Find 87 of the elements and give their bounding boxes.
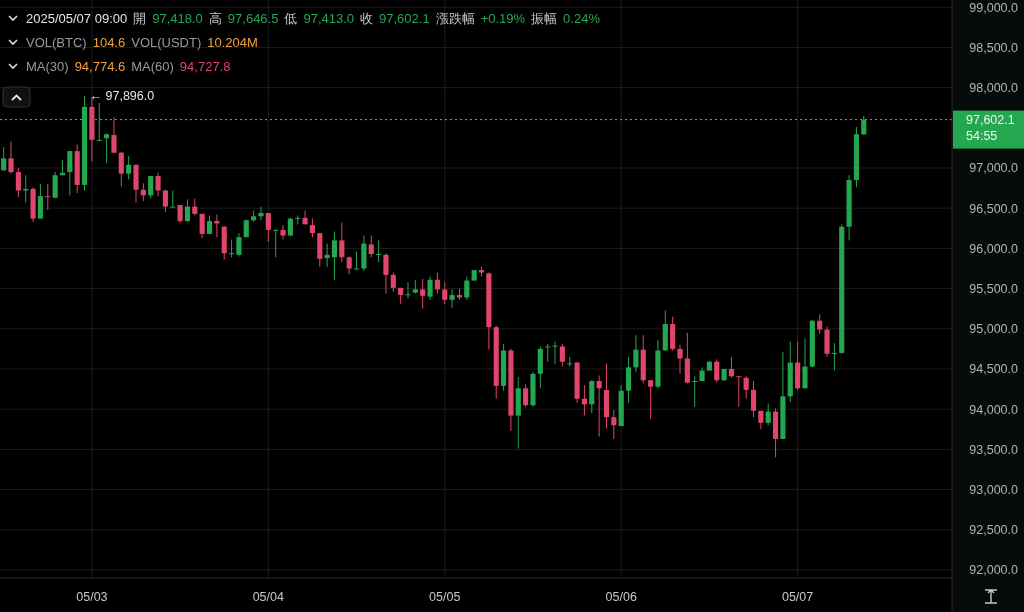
candlestick [633,334,639,373]
candlestick [390,272,396,293]
y-tick-label: 98,500.0 [969,40,1019,55]
candlestick [692,375,698,408]
y-tick-label: 99,000.0 [969,0,1019,15]
candlestick [37,183,44,220]
candlestick [817,313,823,335]
y-tick-label: 96,000.0 [969,241,1019,256]
annotation: VOL(BTC) 104.6 VOL(USDT) 10.204M [26,34,258,50]
candlestick [302,210,308,225]
annotation: ← 97,896.0 [89,89,155,104]
candlestick [111,116,117,154]
candlestick [368,235,374,258]
y-tick-label: 96,500.0 [969,201,1019,216]
candlestick [611,409,617,440]
candlestick [802,337,808,389]
candlestick [831,342,837,372]
candlestick [523,383,529,408]
candlestick [339,222,345,263]
candlestick [449,288,455,309]
x-tick-label: 05/03 [76,590,108,605]
candlestick [148,175,154,200]
y-tick-label: 92,000.0 [969,563,1019,578]
candlestick [258,206,264,221]
candlestick [736,375,742,408]
candlestick [434,272,440,294]
candlestick [206,214,213,235]
y-tick-label: 95,000.0 [969,322,1019,337]
candlestick [199,213,205,239]
candlestick [118,151,124,187]
candlestick [427,276,433,301]
candlestick [67,150,73,196]
y-tick-label: 95,500.0 [969,281,1019,296]
candlestick [552,341,558,365]
candlestick [714,358,720,384]
candlestick [596,374,602,438]
candlestick [648,379,654,420]
ref-line-label: 97,602.1 54:55 [966,112,1015,143]
candlestick [273,229,279,258]
candlestick [331,231,338,281]
y-tick-label: 92,500.0 [969,523,1019,538]
candlestick [45,183,51,211]
x-tick-label: 05/07 [781,590,814,605]
candlestick [442,281,448,305]
candlestick [52,171,58,199]
candlestick [236,232,242,257]
candlestick [376,239,382,263]
x-tick-label: 05/04 [252,590,285,605]
candlestick [104,132,110,164]
candlestick [383,252,389,294]
candlestick [155,172,161,197]
candlestick [280,224,286,241]
candlestick [309,218,315,238]
text: 2025/05/07 09:00 開 97,418.0 高 97,646.5 低 97,413.0 收 97,602.1 漲跌幅 +0.19% 振幅 0.24% [26,10,600,26]
candlestick [162,189,168,213]
x-tick-label: 05/05 [429,590,461,605]
candlestick [420,278,426,310]
y-tick-label: 94,500.0 [969,362,1019,377]
candlestick [184,198,191,223]
candlestick [765,403,771,426]
candlestick [265,212,271,243]
candlestick [353,251,360,270]
candlestick [728,356,735,379]
annotation: MA(30) 94,774.6 MA(60) 94,727.8 [26,58,231,74]
candlestick [8,140,14,175]
y-tick-label: 97,000.0 [969,161,1019,176]
candlestick [405,281,411,299]
y-tick-label: 93,000.0 [969,482,1019,497]
candlestick [545,343,551,363]
candlestick [743,375,749,400]
y-tick-label: 93,500.0 [969,442,1019,457]
candlestick [625,356,632,404]
candlestick [559,343,565,368]
y-tick-label: 98,000.0 [969,81,1019,95]
candlestick [750,380,757,418]
candlestick [15,167,21,198]
candlestick [861,115,867,136]
candlestick [96,102,102,142]
candlestick [464,276,470,301]
candlestick [23,174,29,204]
candlestick [170,190,176,208]
y-tick-label: 94,000.0 [969,402,1019,417]
candlestick [677,344,683,375]
x-tick-label: 05/06 [605,590,637,605]
candlestick [567,356,573,368]
candlestick [126,155,132,180]
candlestick [589,379,595,414]
